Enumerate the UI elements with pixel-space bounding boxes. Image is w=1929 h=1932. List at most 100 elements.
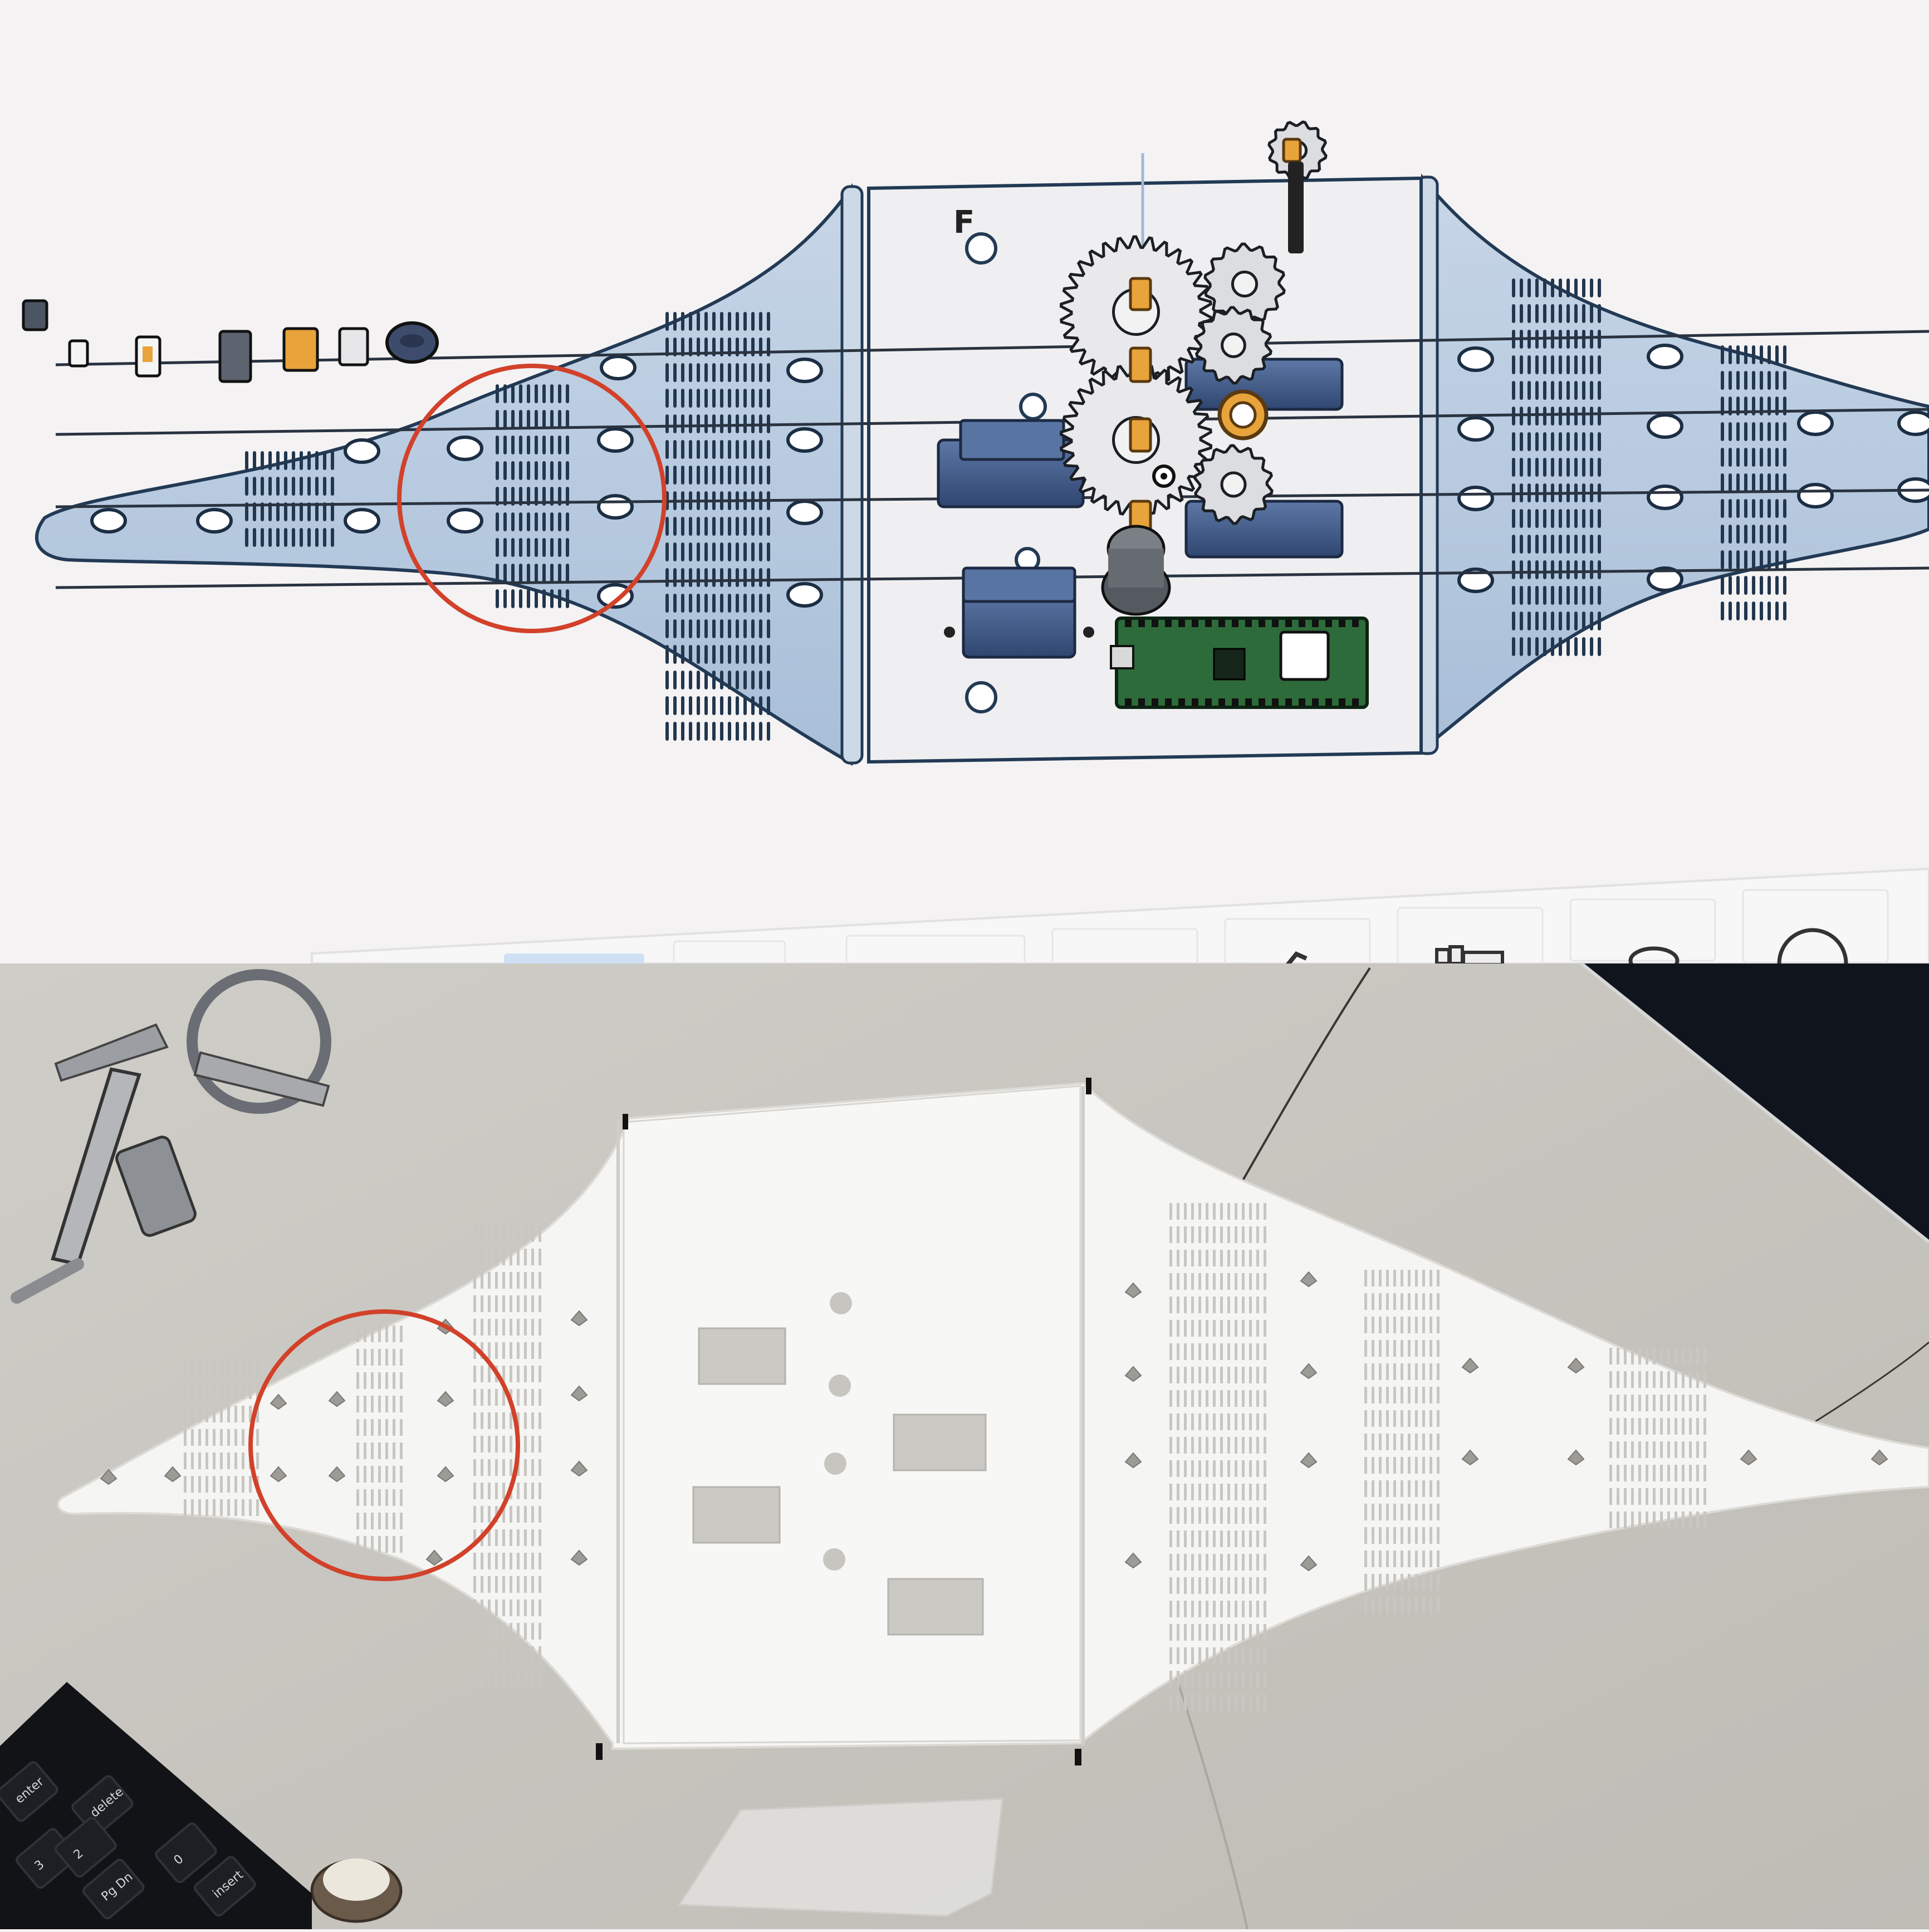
keyboard-key[interactable] bbox=[54, 1816, 117, 1878]
small-gear bbox=[1194, 306, 1272, 385]
flex-slot bbox=[1582, 407, 1585, 425]
flex-slot bbox=[736, 619, 739, 638]
print-slot bbox=[1169, 1601, 1172, 1617]
small-gear bbox=[1203, 242, 1286, 326]
print-slot bbox=[473, 1529, 476, 1546]
print-slot bbox=[1667, 1441, 1670, 1458]
flex-slot bbox=[1559, 278, 1562, 297]
print-slot bbox=[481, 1295, 483, 1312]
flex-slot bbox=[728, 363, 731, 382]
print-slot bbox=[1213, 1624, 1216, 1641]
flex-slot bbox=[759, 619, 762, 638]
print-slot bbox=[502, 1529, 505, 1546]
flex-slot bbox=[673, 363, 677, 382]
flex-slot bbox=[331, 451, 334, 470]
print-slot bbox=[400, 1349, 403, 1366]
flex-slot bbox=[751, 722, 755, 741]
flex-slot bbox=[697, 363, 700, 382]
toolbar-gear-icon[interactable] bbox=[1777, 928, 1848, 964]
print-slot bbox=[1198, 1437, 1201, 1454]
toolbar-slot[interactable] bbox=[1569, 898, 1716, 962]
print-slot bbox=[1408, 1434, 1411, 1450]
print-slot bbox=[502, 1389, 505, 1406]
flex-slot bbox=[276, 477, 280, 496]
flex-slot bbox=[1775, 448, 1779, 467]
toolbar-slot[interactable] bbox=[1742, 889, 1889, 963]
print-slot bbox=[538, 1412, 541, 1429]
print-slot bbox=[242, 1359, 244, 1376]
print-slot bbox=[1429, 1363, 1432, 1380]
print-slot bbox=[364, 1442, 366, 1459]
flex-slot bbox=[268, 451, 272, 470]
flex-slot bbox=[697, 414, 700, 433]
print-slot bbox=[1379, 1270, 1382, 1287]
flex-slot bbox=[1729, 499, 1732, 518]
print-slot bbox=[1198, 1671, 1201, 1688]
print-slot bbox=[1415, 1504, 1418, 1520]
flex-slot bbox=[550, 512, 554, 531]
print-slot bbox=[1617, 1395, 1619, 1411]
print-slot bbox=[1177, 1273, 1179, 1290]
flex-slot bbox=[542, 410, 546, 429]
flex-slot bbox=[1768, 371, 1771, 390]
toolbar-pen-icon[interactable] bbox=[1284, 951, 1308, 968]
flex-slot bbox=[1736, 371, 1740, 390]
keyboard-key[interactable] bbox=[193, 1855, 257, 1917]
flex-slot bbox=[566, 461, 569, 480]
keyboard-key[interactable] bbox=[0, 1760, 59, 1822]
print-slot bbox=[1437, 1527, 1440, 1544]
flex-slot bbox=[1559, 458, 1562, 477]
print-slot bbox=[191, 1406, 194, 1422]
flex-slot bbox=[1527, 509, 1531, 528]
flex-slot bbox=[245, 502, 248, 521]
clip-icon bbox=[68, 339, 89, 368]
pcb-pin bbox=[1152, 698, 1158, 706]
pcb-board bbox=[1110, 617, 1369, 709]
print-slot bbox=[495, 1576, 498, 1593]
print-slot bbox=[1184, 1203, 1187, 1220]
print-slot bbox=[1249, 1390, 1252, 1407]
print-slot bbox=[473, 1366, 476, 1382]
flex-slot bbox=[276, 502, 280, 521]
print-slot bbox=[234, 1452, 237, 1469]
print-slot bbox=[510, 1459, 512, 1476]
print-slot bbox=[1169, 1484, 1172, 1500]
print-slot bbox=[1220, 1694, 1223, 1711]
flex-slot bbox=[550, 410, 554, 429]
servo-cutout bbox=[692, 1486, 781, 1544]
print-slot bbox=[1653, 1348, 1656, 1364]
flex-slot bbox=[751, 389, 755, 408]
print-slot bbox=[1264, 1624, 1266, 1641]
print-slot bbox=[1386, 1317, 1389, 1333]
flex-slot bbox=[1744, 448, 1747, 467]
print-slot bbox=[481, 1483, 483, 1499]
keyboard-key[interactable] bbox=[154, 1822, 218, 1884]
print-slot bbox=[1696, 1512, 1699, 1528]
print-slot bbox=[538, 1600, 541, 1616]
flex-slot bbox=[1512, 535, 1515, 554]
flex-slot bbox=[519, 384, 522, 403]
print-slot bbox=[1184, 1601, 1187, 1617]
print-slot bbox=[1169, 1647, 1172, 1664]
print-slot bbox=[1235, 1601, 1237, 1617]
flex-slot bbox=[751, 312, 755, 331]
flex-slot bbox=[751, 466, 755, 485]
print-slot bbox=[1386, 1504, 1389, 1520]
flex-slot bbox=[331, 477, 334, 496]
print-slot bbox=[1660, 1395, 1663, 1411]
print-slot bbox=[495, 1225, 498, 1242]
print-slot bbox=[517, 1483, 520, 1499]
print-slot bbox=[1401, 1410, 1403, 1427]
pcb-pin bbox=[1245, 619, 1252, 627]
print-slot bbox=[1703, 1395, 1706, 1411]
flex-slot bbox=[712, 722, 716, 741]
print-slot bbox=[1401, 1597, 1403, 1614]
print-slot bbox=[1660, 1371, 1663, 1388]
print-slot bbox=[1675, 1418, 1677, 1435]
flex-slot bbox=[1736, 601, 1740, 620]
print-slot bbox=[1249, 1226, 1252, 1243]
print-slot bbox=[1177, 1484, 1179, 1500]
print-slot bbox=[1213, 1484, 1216, 1500]
keyboard-key[interactable] bbox=[82, 1858, 145, 1920]
print-slot bbox=[1372, 1317, 1374, 1333]
